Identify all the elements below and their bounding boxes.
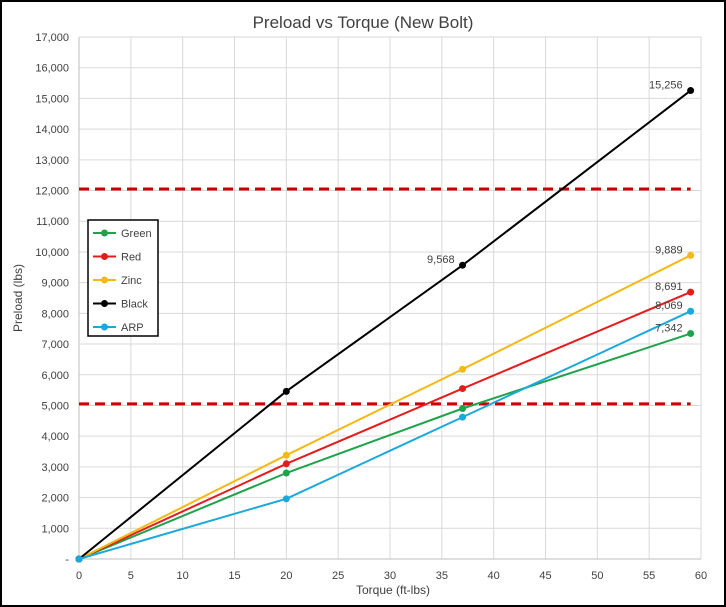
- gridlines: [79, 36, 702, 559]
- legend-swatch-marker: [101, 276, 108, 284]
- chart-title: Preload vs Torque (New Bolt): [253, 13, 474, 32]
- axes: - 1,000 2,000 3,000 4,000 5,000 6,000 7,000 8,00…: [35, 32, 707, 582]
- series-line-red: [78, 291, 691, 560]
- legend: Green Red Zinc Black ARP: [87, 219, 159, 337]
- x-tick-label: 20: [280, 570, 292, 582]
- legend-label: Green: [121, 228, 152, 240]
- x-tick-label: 55: [643, 570, 655, 582]
- x-tick-label: 5: [128, 570, 134, 582]
- y-tick-label: 3,000: [41, 462, 69, 474]
- y-tick-label: 10,000: [35, 247, 69, 259]
- data-label-black: 15,256: [649, 80, 683, 92]
- y-tick-label: 7,000: [41, 339, 69, 351]
- legend-label: ARP: [121, 322, 144, 334]
- data-point-red: [687, 288, 695, 296]
- data-label-arp: 8,069: [655, 300, 683, 312]
- series-line-green: [78, 332, 691, 560]
- data-label-red: 8,691: [655, 281, 683, 293]
- data-point-black: [459, 261, 467, 269]
- y-tick-label: 16,000: [35, 63, 69, 75]
- reference-lines: [79, 187, 691, 406]
- data-point-zinc: [687, 251, 695, 259]
- y-tick-label: 13,000: [35, 155, 69, 167]
- data-label-zinc: 9,889: [655, 244, 683, 256]
- legend-swatch-marker: [101, 253, 108, 260]
- legend-label: Black: [121, 299, 148, 311]
- series-lines: [75, 87, 695, 563]
- x-tick-label: 10: [177, 570, 189, 582]
- y-tick-label: 9,000: [41, 278, 69, 290]
- series-line-black: [78, 89, 692, 560]
- legend-swatch-marker: [101, 300, 108, 307]
- y-tick-label: -: [65, 554, 69, 566]
- x-tick-label: 45: [539, 570, 551, 582]
- y-tick-label: 17,000: [35, 32, 69, 44]
- y-tick-label: 2,000: [41, 493, 69, 505]
- y-axis-title: Preload (lbs): [11, 264, 25, 332]
- y-tick-label: 5,000: [41, 400, 69, 412]
- data-point-zinc: [459, 365, 467, 373]
- x-tick-label: 40: [488, 570, 500, 582]
- x-tick-label: 25: [332, 570, 344, 582]
- series-line-zinc: [78, 254, 692, 560]
- data-label-black: 9,568: [427, 254, 455, 266]
- y-tick-label: 1,000: [41, 523, 69, 535]
- data-point-green: [282, 469, 290, 477]
- data-point-green: [687, 330, 695, 338]
- data-labels: 7,342 8,691 9,889 9,568 15,256 8,069: [427, 80, 683, 335]
- x-tick-label: 30: [384, 570, 396, 582]
- y-tick-label: 6,000: [41, 370, 69, 382]
- x-tick-label: 50: [591, 570, 603, 582]
- y-tick-label: 8,000: [41, 308, 69, 320]
- y-tick-label: 11,000: [36, 216, 69, 228]
- y-tick-label: 14,000: [35, 124, 69, 136]
- legend-label: Zinc: [121, 275, 142, 287]
- data-point-arp: [75, 555, 83, 563]
- x-tick-label: 15: [228, 570, 240, 582]
- y-tick-label: 4,000: [41, 431, 69, 443]
- data-point-zinc: [282, 451, 290, 459]
- x-axis-title: Torque (ft-lbs): [356, 583, 430, 597]
- data-point-arp: [282, 495, 290, 503]
- data-point-black: [282, 387, 290, 395]
- legend-label: Red: [121, 252, 141, 264]
- data-point-red: [459, 385, 467, 393]
- data-point-arp: [687, 307, 695, 315]
- x-tick-label: 35: [436, 570, 448, 582]
- legend-swatch-marker: [101, 229, 108, 237]
- data-point-black: [687, 87, 695, 95]
- y-tick-label: 15,000: [35, 93, 69, 105]
- legend-box: [87, 219, 159, 337]
- series-line-arp: [78, 310, 692, 560]
- data-point-arp: [459, 413, 467, 421]
- data-point-red: [282, 460, 290, 468]
- legend-swatch-marker: [101, 323, 108, 331]
- y-tick-label: 12,000: [35, 186, 69, 198]
- data-point-green: [459, 405, 467, 413]
- data-label-green: 7,342: [655, 323, 683, 335]
- x-tick-label: 0: [76, 570, 82, 582]
- x-tick-label: 60: [695, 570, 707, 582]
